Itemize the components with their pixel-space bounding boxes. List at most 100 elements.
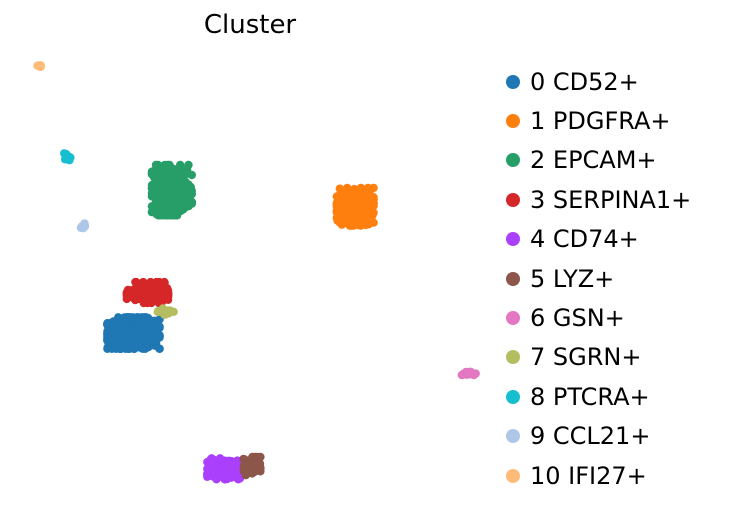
data-point <box>122 289 131 298</box>
data-point <box>218 459 227 468</box>
series-1-points <box>332 183 378 230</box>
data-point <box>148 324 157 333</box>
data-point <box>166 211 176 220</box>
data-point <box>212 473 222 482</box>
data-point <box>146 333 155 342</box>
legend-label: 7 SGRN+ <box>530 343 642 372</box>
data-point <box>165 160 174 170</box>
data-point <box>239 454 248 464</box>
data-point <box>360 204 369 213</box>
data-point <box>103 320 112 330</box>
data-point <box>187 189 196 199</box>
data-point <box>153 292 162 301</box>
legend-item: 8 PTCRA+ <box>506 377 691 416</box>
data-point <box>155 323 164 332</box>
series-6-points <box>457 367 480 380</box>
data-point <box>110 339 120 348</box>
legend-marker <box>506 192 520 207</box>
series-9-points <box>76 219 90 233</box>
legend-marker <box>506 232 520 247</box>
legend-item: 9 CCL21+ <box>506 417 691 456</box>
data-point <box>457 370 466 380</box>
data-point <box>250 467 259 477</box>
data-point <box>65 152 74 161</box>
data-point <box>344 190 354 200</box>
data-point <box>165 193 174 202</box>
data-point <box>203 472 212 481</box>
data-point <box>353 193 362 202</box>
series-5-points <box>239 452 265 480</box>
data-point <box>180 188 190 197</box>
data-point <box>173 196 182 205</box>
legend-item: 10 IFI27+ <box>506 456 691 495</box>
legend-label: 10 IFI27+ <box>530 461 647 490</box>
data-point <box>153 160 163 170</box>
legend-label: 5 LYZ+ <box>530 264 615 293</box>
data-point <box>156 211 165 220</box>
data-point <box>335 184 344 193</box>
data-point <box>363 183 373 193</box>
data-point <box>147 189 157 198</box>
legend-marker <box>506 429 520 444</box>
data-point <box>347 205 356 214</box>
legend-label: 6 GSN+ <box>530 304 625 333</box>
data-point <box>172 189 182 199</box>
legend-marker <box>506 271 520 286</box>
data-point <box>104 334 114 343</box>
legend-label: 4 CD74+ <box>530 225 639 254</box>
legend-item: 3 SERPINA1+ <box>506 180 691 219</box>
data-point <box>186 182 195 192</box>
data-point <box>203 464 212 474</box>
data-point <box>147 207 157 217</box>
legend-marker <box>506 389 520 404</box>
data-point <box>155 344 164 353</box>
series-10-points <box>33 61 45 71</box>
series-7-points <box>153 304 178 319</box>
series-3-points <box>122 277 173 308</box>
series-0-points <box>103 313 164 353</box>
data-point <box>76 223 86 232</box>
data-point <box>149 283 159 293</box>
data-point <box>133 316 142 325</box>
legend-marker <box>506 74 520 89</box>
legend-item: 1 PDGFRA+ <box>506 101 691 140</box>
data-point <box>358 217 367 226</box>
legend-marker <box>506 114 520 129</box>
data-point <box>142 343 151 352</box>
data-point <box>161 181 170 190</box>
legend-marker <box>506 153 520 168</box>
data-point <box>119 323 128 332</box>
series-4-points <box>203 454 246 484</box>
series-8-points <box>59 149 75 165</box>
data-point <box>179 179 189 189</box>
data-point <box>169 307 178 316</box>
data-point <box>33 61 42 70</box>
data-point <box>132 278 141 287</box>
legend-marker <box>506 468 520 483</box>
legend-marker <box>506 350 520 365</box>
data-point <box>112 319 121 329</box>
legend-label: 2 EPCAM+ <box>530 146 657 175</box>
data-point <box>155 175 164 184</box>
legend-item: 7 SGRN+ <box>506 338 691 377</box>
data-point <box>130 344 139 353</box>
data-point <box>183 169 192 178</box>
data-point <box>121 331 130 341</box>
scatter-plot <box>33 61 480 484</box>
legend-label: 1 PDGFRA+ <box>530 107 671 136</box>
data-point <box>145 290 154 299</box>
legend-item: 6 GSN+ <box>506 298 691 337</box>
legend-item: 4 CD74+ <box>506 220 691 259</box>
legend-label: 3 SERPINA1+ <box>530 185 692 214</box>
legend-item: 5 LYZ+ <box>506 259 691 298</box>
series-2-points <box>147 160 196 220</box>
data-point <box>234 475 243 484</box>
data-point <box>134 332 143 341</box>
chart-title: Cluster <box>203 10 297 40</box>
data-point <box>127 337 137 346</box>
data-point <box>252 460 261 470</box>
legend-marker <box>506 311 520 326</box>
data-point <box>158 191 167 200</box>
data-point <box>174 204 183 213</box>
data-point <box>133 294 142 304</box>
